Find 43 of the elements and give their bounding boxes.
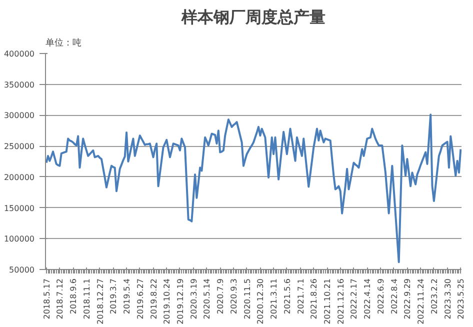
x-tick-label: 2022.4.14 [363,278,372,320]
x-tick-label: 2021.12.16 [336,278,346,324]
x-tick-label: 2020.7.9 [216,278,226,314]
y-tick-label: 400000 [4,50,35,58]
x-tick-label: 2022.8.4 [390,278,399,314]
y-tick-label: 250000 [4,142,35,152]
x-tick-label: 2023.3.30 [443,278,452,320]
x-tick-label: 2018.12.27 [96,278,105,324]
x-tick-label: 2022.9.29 [403,278,412,320]
y-tick-label: 150000 [4,204,35,213]
x-tick-label: 2020.5.14 [202,278,212,320]
x-tick-label: 2020.11.5 [242,278,252,320]
x-tick-label: 2019.3.7 [109,278,118,314]
text: 单位：吨 [46,38,82,48]
x-tick-label: 2020.12.30 [256,278,266,324]
y-tick-label: 50000 [9,266,35,274]
x-tick-label: 2018.5.17 [42,278,52,320]
x-tick-label: 2018.11.1 [82,278,92,320]
x-tick-label: 2019.10.24 [162,278,172,324]
x-tick-label: 2020.3.19 [189,278,198,320]
x-tick-label: 2023.5.25 [456,278,466,320]
x-tick-label: 2023.2.2 [430,278,439,314]
x-tick-label: 2021.3.11 [270,278,279,320]
x-tick-label: 2019.5.4 [122,278,132,314]
x-tick-label: 2020.9.3 [229,278,238,314]
y-tick-label: 300000 [4,111,35,120]
x-tick-label: 2022.11.24 [416,278,426,324]
x-tick-label: 2018.7.12 [56,278,65,320]
x-tick-label: 2021.10.21 [323,278,332,324]
y-tick-label: 350000 [4,80,35,90]
x-tick-label: 2021.7.1 [296,278,306,314]
x-tick-label: 2019.8.22 [149,278,158,320]
x-tick-label: 2022.6.9 [376,278,386,314]
line-series [46,114,462,264]
x-tick-label: 2021.8.26 [310,278,319,320]
chart-title: 样本钢厂周度总产量 [180,8,326,26]
x-tick-label: 2019.6.27 [136,278,145,320]
x-tick-label: 2018.9.6 [69,278,78,314]
x-tick-label: 2019.12.19 [176,278,185,324]
x-tick-label: 2021.5.6 [282,278,292,314]
y-tick-label: 100000 [4,234,35,244]
y-tick-label: 200000 [4,172,35,182]
x-tick-label: 2022.2.17 [350,278,359,320]
